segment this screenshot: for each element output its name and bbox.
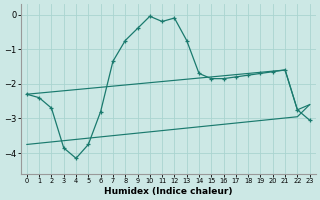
X-axis label: Humidex (Indice chaleur): Humidex (Indice chaleur) [104, 187, 233, 196]
